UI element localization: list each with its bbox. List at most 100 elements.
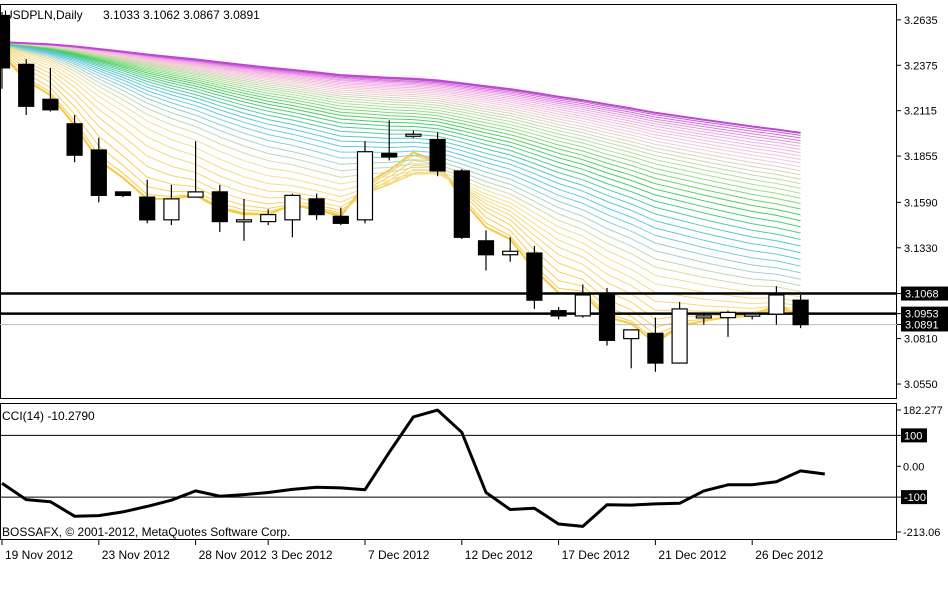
cci-panel: CCI(14) -10.2790 BOSSAFX, © 2001-2012, M… (0, 403, 943, 540)
price-tag (901, 306, 948, 321)
candle (139, 179, 156, 224)
candle-body (574, 294, 591, 317)
candlesticks (0, 11, 809, 372)
candle (284, 193, 301, 238)
ribbon-line (1, 46, 801, 311)
cci-tick-label: 182.277 (903, 405, 943, 417)
price-tick-label: 3.0810 (904, 334, 938, 346)
ribbon-line (1, 42, 801, 194)
ohlc-readout: 3.1033 3.1062 3.0867 3.0891 (103, 8, 260, 22)
ribbon-line (1, 43, 801, 260)
date-tick-label: 12 Dec 2012 (465, 548, 533, 562)
candle (66, 115, 83, 163)
candle-body (356, 151, 374, 221)
candle (235, 198, 253, 241)
ribbon-line (1, 41, 801, 150)
candle-body (114, 191, 132, 196)
ribbon-line (1, 44, 801, 287)
candle (42, 67, 59, 112)
cci-panel-frame (0, 403, 897, 540)
cci-tag (901, 428, 927, 443)
candle (453, 169, 470, 240)
ribbon-line (1, 42, 801, 240)
candle-body (139, 196, 156, 221)
price-chart-title: USDPLN,Daily (4, 8, 83, 22)
date-tick-label: 7 Dec 2012 (368, 548, 430, 562)
candle-body (260, 214, 277, 223)
date-tick-label: 21 Dec 2012 (658, 548, 726, 562)
candle-body (0, 14, 11, 69)
date-tick-label: 3 Dec 2012 (271, 548, 333, 562)
ribbon-line (1, 41, 801, 157)
candle (114, 191, 132, 198)
candle (356, 141, 374, 224)
ribbon-line (1, 42, 801, 180)
candle (332, 207, 349, 226)
candle (405, 130, 422, 138)
candle (574, 284, 591, 318)
candle (695, 312, 712, 325)
ribbon-line (1, 43, 801, 267)
ribbon-line (1, 41, 801, 176)
price-tick-label: 3.1330 (904, 243, 938, 255)
candle (671, 301, 688, 364)
date-tick-label: 19 Nov 2012 (5, 548, 73, 562)
candle-body (768, 294, 785, 315)
date-tick-label: 26 Dec 2012 (755, 548, 823, 562)
candle-body (598, 294, 616, 341)
ribbon-line (1, 41, 801, 164)
candle-body (792, 299, 809, 326)
candle (211, 184, 228, 233)
price-tick-label: 3.0550 (904, 379, 938, 391)
cci-tick-label: -213.06 (903, 527, 940, 539)
ribbon-line (1, 42, 801, 222)
cci-tag (901, 490, 927, 505)
ribbon-line (1, 42, 801, 189)
candle (647, 317, 664, 372)
candle-body (647, 332, 664, 364)
cci-tick-label: 0.00 (903, 461, 924, 473)
candle-body (187, 191, 204, 198)
ribbon-line (1, 53, 801, 341)
ribbon-line (1, 41, 801, 160)
date-axis: 19 Nov 2012 23 Nov 2012 28 Nov 2012 3 Dec 2… (1, 540, 824, 562)
candle-body (429, 138, 446, 172)
candle (792, 294, 809, 329)
price-tick-label: 3.1855 (904, 151, 938, 163)
candle-body (18, 63, 35, 107)
candle-body (90, 149, 107, 196)
candle-body (719, 311, 737, 319)
candle (381, 120, 398, 161)
price-axis: 3.2635 3.2375 3.2115 3.1855 3.1590 3.1330 3.10… (897, 15, 948, 391)
candle-body (66, 123, 83, 156)
candle-body (744, 313, 761, 317)
ribbon-line (1, 41, 801, 168)
candle (526, 246, 543, 309)
candle (623, 329, 640, 369)
candle-body (163, 198, 180, 221)
price-tick-label: 3.2115 (904, 106, 937, 118)
candle (502, 237, 519, 262)
ribbon-line (1, 42, 801, 199)
candle-body (453, 170, 470, 238)
ribbon-line (1, 44, 801, 292)
candle-body (211, 191, 228, 223)
ribbon-line (1, 42, 801, 210)
ribbon-line (1, 41, 801, 172)
ribbon-line (1, 42, 801, 216)
ribbon-line (1, 41, 801, 134)
cci-title: CCI(14) -10.2790 (2, 409, 95, 423)
candle (163, 184, 180, 226)
price-tag-label: 3.1068 (905, 289, 939, 301)
candle-body (526, 252, 543, 301)
cci-tag-label: 100 (904, 430, 922, 442)
candle-body (284, 194, 301, 221)
ribbon-line (1, 43, 801, 274)
candle-body (332, 215, 349, 224)
cci-levels (0, 434, 897, 498)
date-tick-label: 23 Nov 2012 (102, 548, 170, 562)
watermark: BOSSAFX, © 2001-2012, MetaQuotes Softwar… (2, 525, 290, 539)
price-tick-label: 3.1590 (904, 197, 938, 209)
ribbon-line (1, 43, 801, 254)
